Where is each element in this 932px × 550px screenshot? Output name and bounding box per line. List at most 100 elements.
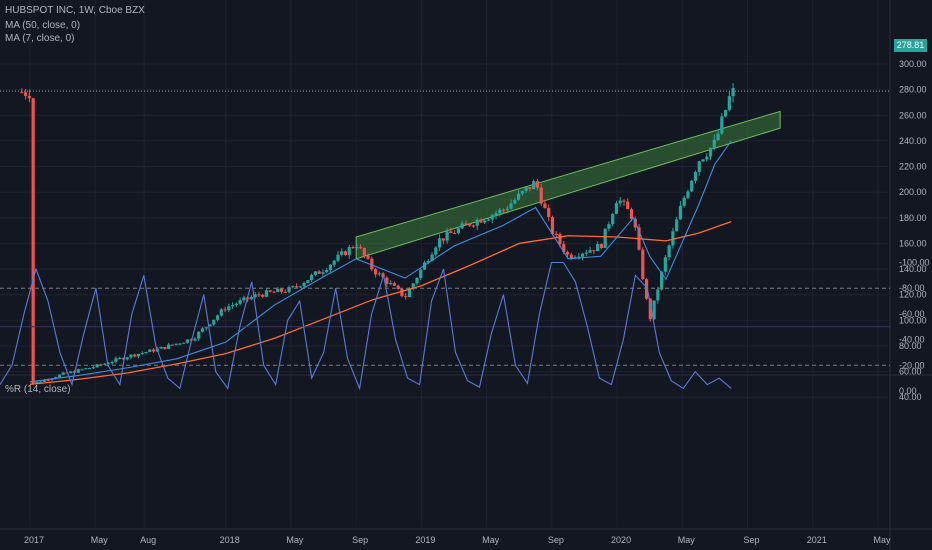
- ma-50-line: [29, 221, 732, 386]
- candle-body: [118, 357, 122, 359]
- time-tick-label: May: [873, 535, 891, 545]
- price-tick-label: 180.00: [899, 213, 927, 223]
- candle-body: [170, 344, 174, 346]
- candle-body: [249, 297, 254, 300]
- candle-body: [437, 238, 442, 248]
- candle-body: [675, 219, 679, 232]
- candle-body: [460, 223, 464, 229]
- candle-body: [46, 379, 50, 381]
- williams-r-line: [0, 261, 732, 391]
- candle-body: [95, 364, 99, 368]
- candle-body: [227, 306, 231, 311]
- williams-tick-label: -40.00: [899, 335, 925, 345]
- candle-body: [644, 279, 649, 299]
- candle-body: [468, 223, 472, 226]
- candle-body: [351, 247, 355, 249]
- candle-body: [607, 224, 611, 229]
- candle-body: [148, 349, 152, 353]
- candle-body: [54, 377, 58, 379]
- candle-body: [370, 258, 374, 270]
- symbol-legend: HUBSPOT INC, 1W, Cboe BZX: [5, 5, 145, 16]
- candle-body: [532, 181, 536, 190]
- candle-body: [204, 326, 208, 329]
- candle-body: [294, 286, 299, 288]
- candle-body: [223, 309, 227, 311]
- price-tick-label: 280.00: [899, 85, 927, 95]
- candle-body: [539, 187, 543, 204]
- candle-body: [80, 369, 84, 371]
- candle-body: [366, 255, 370, 259]
- candle-body: [42, 379, 47, 382]
- candle-body: [347, 247, 351, 256]
- candle-body: [302, 282, 306, 287]
- candle-body: [415, 277, 419, 284]
- price-tick-label: 240.00: [899, 136, 927, 146]
- williams-tick-label: -60.00: [899, 309, 925, 319]
- candle-body: [35, 381, 39, 384]
- candle-body: [720, 116, 724, 134]
- time-tick-label: 2018: [220, 535, 240, 545]
- candle-body: [84, 368, 88, 370]
- candle-body: [27, 95, 31, 99]
- time-tick-label: May: [678, 535, 696, 545]
- price-tick-label: 80.00: [899, 341, 922, 351]
- candle-body: [377, 273, 381, 275]
- time-tick-label: May: [286, 535, 304, 545]
- candle-body: [182, 342, 186, 344]
- candle-body: [242, 297, 246, 301]
- candle-body: [355, 247, 359, 249]
- candle-body: [656, 289, 660, 301]
- candle-body: [580, 253, 585, 257]
- candle-body: [20, 92, 24, 94]
- time-tick-label: 2021: [807, 535, 827, 545]
- candle-body: [332, 260, 336, 265]
- candle-body: [114, 358, 118, 362]
- candle-body: [430, 254, 434, 261]
- candle-body: [276, 288, 280, 293]
- candle-body: [373, 269, 378, 275]
- candle-body: [159, 347, 163, 349]
- candle-body: [453, 233, 457, 235]
- candle-body: [547, 208, 551, 218]
- candle-body: [174, 343, 178, 345]
- price-tick-label: 40.00: [899, 392, 922, 402]
- ma-slow-legend[interactable]: MA (50, close, 0): [5, 20, 81, 31]
- candle-body: [678, 205, 683, 220]
- candle-body: [215, 315, 220, 320]
- candle-body: [592, 250, 596, 252]
- candle-body: [272, 291, 276, 293]
- candle-body: [641, 249, 645, 280]
- candle-body: [178, 343, 182, 345]
- last-price-tag: 278.81: [894, 39, 927, 52]
- candle-body: [483, 220, 487, 223]
- candle-body: [505, 208, 509, 210]
- candle-body: [136, 353, 141, 357]
- candle-body: [550, 217, 555, 234]
- williams-r-legend[interactable]: %R (14, close): [5, 384, 71, 395]
- price-tick-label: 60.00: [899, 367, 922, 377]
- candle-body: [404, 296, 408, 298]
- candle-body: [701, 159, 705, 162]
- candle-body: [208, 324, 212, 327]
- candle-body: [197, 331, 201, 339]
- price-tick-label: 100.00: [899, 315, 927, 325]
- candle-body: [712, 139, 716, 148]
- candle-body: [494, 213, 498, 216]
- candle-body: [682, 197, 686, 206]
- candle-body: [106, 363, 111, 365]
- candle-body: [652, 300, 656, 320]
- candle-body: [535, 181, 540, 188]
- candle-body: [562, 244, 566, 252]
- candle-body: [287, 287, 291, 293]
- time-tick-label: Aug: [140, 535, 156, 545]
- candle-body: [253, 294, 257, 298]
- ma-fast-legend[interactable]: MA (7, close, 0): [5, 33, 75, 44]
- candle-body: [65, 372, 69, 374]
- williams-tick-label: 0.00: [899, 386, 917, 396]
- ma-7-line: [29, 140, 732, 383]
- candle-body: [400, 288, 404, 297]
- price-tick-label: 120.00: [899, 290, 927, 300]
- candle-body: [321, 272, 325, 274]
- candle-body: [343, 251, 348, 256]
